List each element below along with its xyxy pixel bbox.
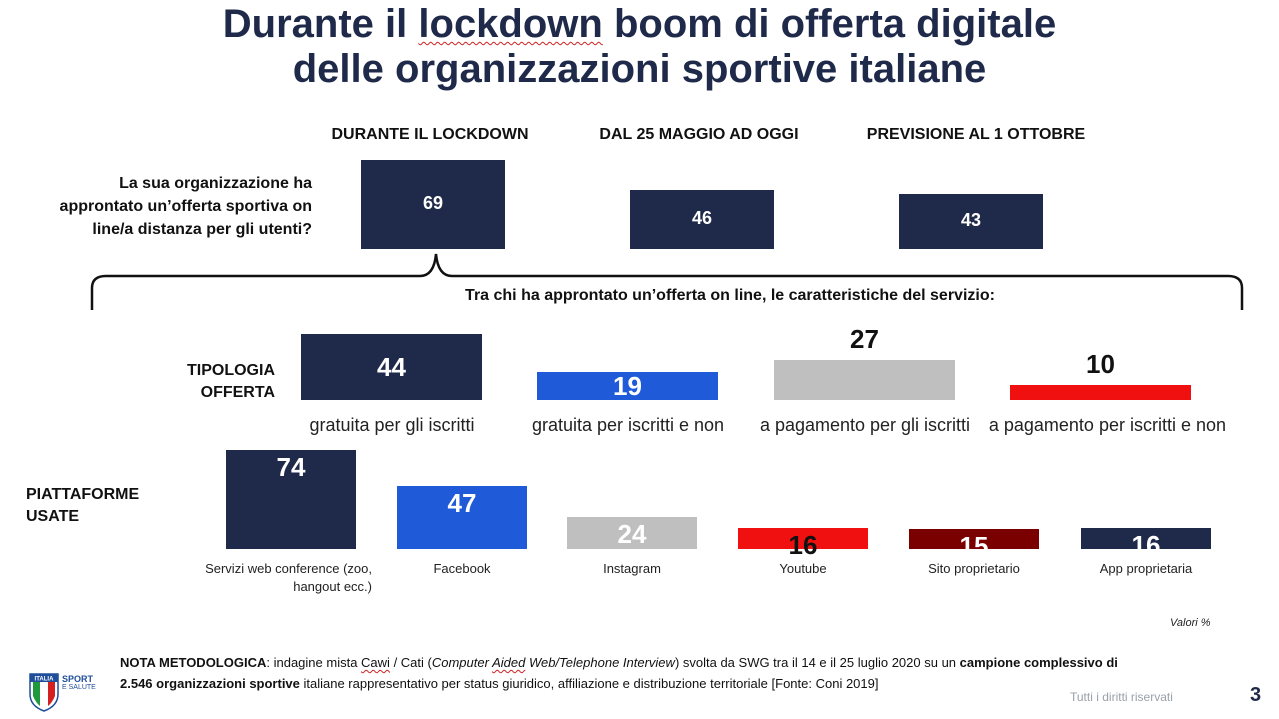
bar <box>226 449 356 549</box>
note-part: Aided <box>492 655 526 670</box>
bar <box>1081 527 1211 549</box>
page-title: Durante il lockdown boom di offerta digi… <box>0 0 1279 92</box>
column-header: DURANTE IL LOCKDOWN <box>331 126 529 143</box>
bar <box>630 189 774 249</box>
category-label: Youtube <box>779 561 827 576</box>
bar-value-label: 74 <box>276 451 306 482</box>
note-part: Web/Telephone Interview <box>525 655 675 670</box>
logo-flag-text: ITALIA <box>35 677 55 683</box>
subtitle: Tra chi ha approntato un’offerta on line… <box>465 287 995 304</box>
note-part: Computer <box>431 655 493 670</box>
category-label: gratuita per iscritti e non <box>531 415 725 435</box>
note-part: ) svolta da SWG tra il 14 e il 25 luglio… <box>674 655 960 670</box>
italy-shield-icon: ITALIA <box>29 673 59 712</box>
category-label: Instagram <box>603 561 661 576</box>
shield-green-stripe <box>33 682 40 706</box>
logo: ITALIA SPORT E SALUTE <box>28 672 98 712</box>
bar-value-label: 47 <box>447 488 477 519</box>
bar <box>567 516 697 549</box>
bar <box>397 486 527 549</box>
title-part: Durante il <box>222 2 419 46</box>
category-label: Sito proprietario <box>928 561 1020 576</box>
note-part: campione complessivo di 2.546 organizzaz… <box>120 655 1118 691</box>
title-line2: delle organizzazioni sportive italiane <box>292 47 987 91</box>
category-label: Facebook <box>433 561 491 576</box>
bar <box>1010 385 1191 400</box>
note-part: Cawi <box>361 655 390 670</box>
category-label: a pagamento per gli iscritti <box>759 415 971 435</box>
brace-path <box>90 253 1244 310</box>
column-header: PREVISIONE AL 1 OTTOBRE <box>866 126 1086 143</box>
shield-red-stripe <box>48 682 55 706</box>
logo-text: SPORT <box>62 674 94 684</box>
shield-blue-band <box>30 674 58 682</box>
bar-value-label: 46 <box>691 208 713 229</box>
title-part: boom di offerta digitale <box>602 2 1057 46</box>
bar-value-label: 27 <box>850 323 879 354</box>
logo-subtext: E SALUTE <box>62 684 96 691</box>
bar-value-label: 44 <box>377 352 406 382</box>
bar <box>301 334 482 400</box>
bar-value-label: 19 <box>613 370 642 401</box>
note-part: NOTA METODOLOGICA <box>120 655 267 670</box>
row-label-tipologia: TIPOLOGIA OFFERTA <box>140 360 275 404</box>
bar <box>537 371 718 400</box>
bar <box>909 528 1039 549</box>
row-label-line: USATE <box>26 508 80 525</box>
page-number: 3 <box>1250 684 1262 706</box>
row-label-line: TIPOLOGIA <box>187 362 275 379</box>
note-part: / Cati ( <box>389 655 432 670</box>
bar-value-label: 69 <box>422 193 444 214</box>
question-text: La sua organizzazione ha approntato un’o… <box>59 175 312 238</box>
note-part: italiane rappresentativo per status giur… <box>299 676 879 691</box>
bar-value-label: 15 <box>959 530 989 561</box>
column-header: DAL 25 MAGGIO AD OGGI <box>599 126 799 143</box>
bar <box>899 193 1043 249</box>
note-part: : indagine mista <box>266 655 362 670</box>
bar <box>738 527 868 549</box>
bar <box>361 159 505 249</box>
category-label: Servizi web conference (zoo, hangout ecc… <box>205 561 372 594</box>
title-part: lockdown <box>418 2 603 46</box>
bar-value-label: 16 <box>1131 529 1161 560</box>
row-label-piattaforme: PIATTAFORME USATE <box>26 484 156 528</box>
bar-value-label: 43 <box>960 210 982 231</box>
category-label: a pagamento per iscritti e non <box>988 415 1226 435</box>
methodology-note: NOTA METODOLOGICA: indagine mista Cawi /… <box>120 652 1140 694</box>
bar-value-label: 10 <box>1086 349 1115 379</box>
category-label: App proprietaria <box>1099 561 1193 576</box>
bar-value-label: 16 <box>788 529 818 560</box>
bar-value-label: 24 <box>617 518 647 549</box>
bar <box>774 359 955 400</box>
row-label-line: OFFERTA <box>200 384 275 401</box>
category-label: gratuita per gli iscritti <box>309 415 475 435</box>
values-unit-note: Valori % <box>1170 617 1211 629</box>
rights-text: Tutti i diritti riservati <box>1070 690 1173 704</box>
row-label-line: PIATTAFORME <box>26 486 140 503</box>
